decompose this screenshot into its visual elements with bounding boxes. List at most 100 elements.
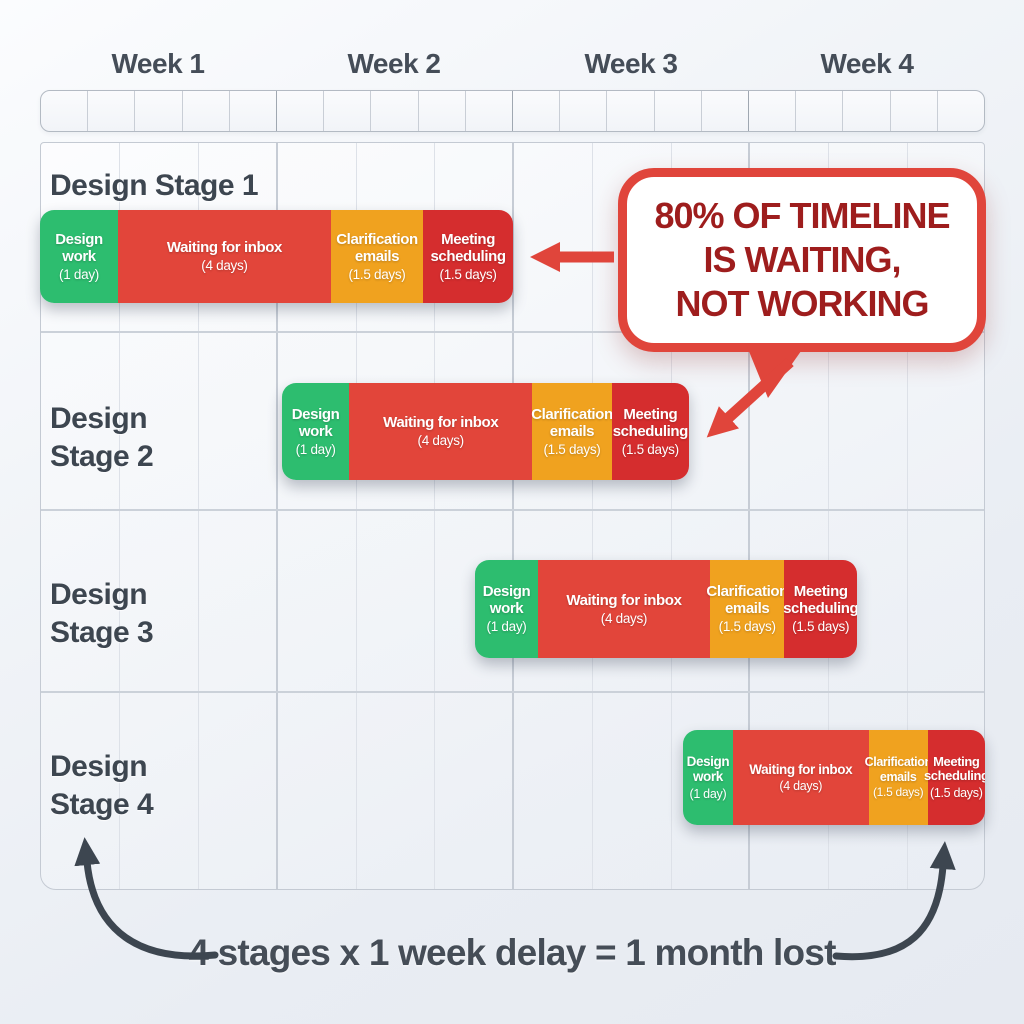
segment-duration: (1.5 days): [929, 786, 983, 801]
segment-label: Waiting for inbox: [749, 761, 853, 777]
day-cell: [324, 91, 372, 131]
segment-duration: (1.5 days): [439, 266, 497, 282]
grid-line-row-divider: [41, 509, 984, 511]
day-cell: [607, 91, 655, 131]
segment-label: Design work: [482, 583, 531, 618]
segment-clarification-emails: Clarification emails (1.5 days): [531, 383, 613, 480]
grid-line-vertical: [907, 143, 908, 889]
day-cell: [655, 91, 702, 131]
segment-clarification-emails: Clarification emails (1.5 days): [706, 560, 788, 658]
day-cell: [513, 91, 561, 131]
segment-label: Clarification emails: [864, 755, 932, 784]
stage-label-line: Design: [50, 402, 148, 435]
segment-waiting-for-inbox: Waiting for inbox (4 days): [118, 210, 331, 303]
callout-text-line: 80% OF TIMELINE: [654, 195, 950, 236]
segment-design-work: Design work (1 day): [282, 383, 350, 480]
segment-label: Design work: [55, 230, 103, 265]
day-cell: [230, 91, 278, 131]
segment-design-work: Design work (1 day): [475, 560, 539, 658]
grid-line-week-boundary: [512, 143, 514, 889]
stage-label-line: Design Stage 1: [50, 169, 259, 202]
grid-line-vertical: [828, 143, 829, 889]
day-cell: [135, 91, 183, 131]
segment-meeting-scheduling: Meeting scheduling (1.5 days): [423, 210, 513, 303]
segment-label: Waiting for inbox: [566, 591, 682, 609]
day-cell: [183, 91, 230, 131]
segment-duration: (4 days): [779, 779, 823, 794]
stage-2-label: Design Stage 2: [50, 400, 154, 476]
stage-1-label: Design Stage 1: [50, 167, 259, 205]
segment-duration: (1.5 days): [792, 619, 850, 635]
stage-label-line: Design: [50, 578, 148, 611]
week-2-label: Week 2: [347, 48, 442, 79]
segment-label: Waiting for inbox: [383, 414, 499, 432]
day-cell: [560, 91, 608, 131]
grid-line-vertical: [592, 143, 593, 889]
day-cell: [419, 91, 466, 131]
segment-duration: (1.5 days): [348, 266, 406, 282]
day-cell: [466, 91, 514, 131]
segment-waiting-for-inbox: Waiting for inbox (4 days): [538, 560, 710, 658]
segment-duration: (1 day): [59, 266, 99, 282]
callout-80-percent-waiting: 80% OF TIMELINE IS WAITING, NOT WORKING: [618, 168, 986, 352]
stage-3-bar: Design work (1 day) Waiting for inbox (4 d…: [475, 560, 857, 658]
segment-label: Meeting scheduling: [783, 583, 857, 618]
segment-duration: (4 days): [417, 433, 465, 449]
stage-label-line: Stage 2: [50, 440, 154, 473]
segment-duration: (4 days): [600, 610, 648, 626]
week-1-label: Week 1: [111, 48, 206, 79]
segment-clarification-emails: Clarification emails (1.5 days): [865, 730, 932, 825]
day-cell: [277, 91, 325, 131]
segment-label: Design work: [686, 754, 730, 785]
week-3-label: Week 3: [584, 48, 679, 79]
segment-duration: (1 day): [689, 786, 727, 801]
segment-meeting-scheduling: Meeting scheduling (1.5 days): [924, 730, 985, 825]
grid-line-row-divider: [41, 691, 984, 693]
segment-duration: (4 days): [201, 258, 248, 274]
segment-duration: (1.5 days): [718, 619, 776, 635]
stage-4-label: Design Stage 4: [50, 748, 154, 824]
segment-duration: (1.5 days): [543, 441, 601, 457]
segment-label: Design work: [291, 405, 340, 440]
day-cell: [891, 91, 938, 131]
footer-message: 4 stages x 1 week delay = 1 month lost: [188, 932, 836, 973]
segment-label: Clarification emails: [531, 405, 613, 440]
segment-meeting-scheduling: Meeting scheduling (1.5 days): [611, 383, 689, 480]
day-cell: [702, 91, 750, 131]
grid-line-vertical: [198, 143, 199, 889]
day-cell: [88, 91, 136, 131]
segment-design-work: Design work (1 day): [683, 730, 733, 825]
segment-duration: (1 day): [486, 619, 527, 635]
segment-duration: (1.5 days): [872, 784, 924, 799]
stage-label-line: Stage 3: [50, 616, 154, 649]
stage-1-bar: Design work (1 day) Waiting for inbox (4 d…: [40, 210, 513, 303]
segment-label: Waiting for inbox: [166, 239, 283, 257]
day-cell: [41, 91, 89, 131]
day-cell: [796, 91, 844, 131]
grid-line-vertical: [356, 143, 357, 889]
day-cell: [749, 91, 797, 131]
segment-design-work: Design work (1 day): [40, 210, 119, 303]
segment-clarification-emails: Clarification emails (1.5 days): [330, 210, 424, 303]
grid-line-row-divider: [41, 331, 984, 333]
day-cell: [371, 91, 419, 131]
segment-meeting-scheduling: Meeting scheduling (1.5 days): [783, 560, 857, 658]
stage-label-line: Design: [50, 750, 148, 783]
grid-line-vertical: [671, 143, 672, 889]
day-cell: [843, 91, 891, 131]
stage-2-bar: Design work (1 day) Waiting for inbox (4 d…: [282, 383, 689, 480]
day-cells-strip: [40, 90, 985, 132]
stage-4-bar: Design work (1 day) Waiting for inbox (4 d…: [683, 730, 985, 825]
segment-waiting-for-inbox: Waiting for inbox (4 days): [732, 730, 869, 825]
segment-label: Meeting scheduling: [612, 405, 689, 440]
callout-text-line: NOT WORKING: [675, 283, 930, 324]
segment-label: Clarification emails: [336, 230, 418, 265]
grid-line-vertical: [434, 143, 435, 889]
segment-waiting-for-inbox: Waiting for inbox (4 days): [349, 383, 533, 480]
grid-line-vertical: [119, 143, 120, 889]
segment-label: Meeting scheduling: [923, 753, 985, 784]
grid-line-week-boundary: [276, 143, 278, 889]
segment-label: Meeting scheduling: [430, 230, 506, 265]
grid-line-week-boundary: [748, 143, 750, 889]
stage-3-label: Design Stage 3: [50, 576, 154, 652]
